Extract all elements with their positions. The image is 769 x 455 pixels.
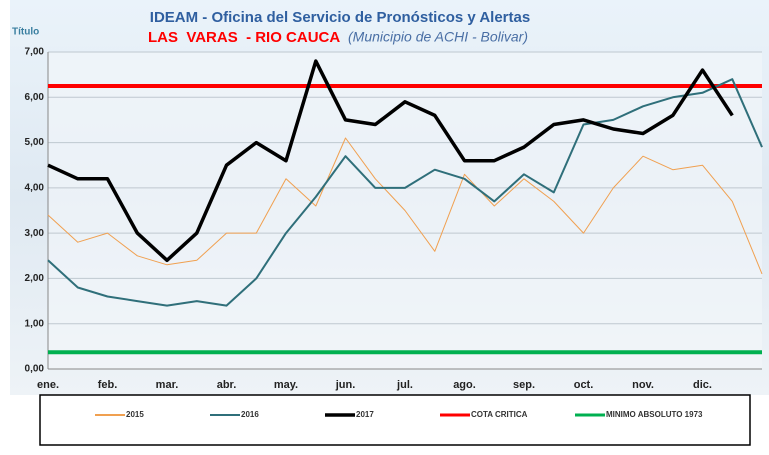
y-tick-label: 2,00 [25, 273, 45, 284]
legend-box [40, 395, 750, 445]
legend-label: COTA CRITICA [471, 410, 528, 419]
x-tick-label: ene. [37, 379, 59, 391]
y-tick-label: 3,00 [25, 228, 45, 239]
chart-subtitle: LAS VARAS - RIO CAUCA [148, 29, 340, 46]
x-tick-label: jul. [396, 379, 413, 391]
x-tick-label: may. [274, 379, 298, 391]
y-tick-label: 6,00 [25, 92, 45, 103]
y-tick-label: 1,00 [25, 318, 45, 329]
x-tick-label: oct. [574, 379, 594, 391]
x-tick-label: jun. [335, 379, 356, 391]
x-tick-label: dic. [693, 379, 712, 391]
legend-label: 2017 [356, 410, 374, 419]
legend-label: 2015 [126, 410, 144, 419]
subtitle-note: (Municipio de ACHI - Bolivar) [348, 29, 528, 45]
x-tick-label: ago. [453, 379, 476, 391]
page: {"chart_data": {"type": "line", "title":… [0, 0, 769, 450]
legend-label: MINIMO ABSOLUTO 1973 [606, 410, 703, 419]
x-tick-label: nov. [632, 379, 654, 391]
legend-label: 2016 [241, 410, 259, 419]
x-tick-label: mar. [156, 379, 179, 391]
y-tick-label: 0,00 [25, 364, 45, 375]
y-axis-label: Título [12, 27, 39, 38]
y-tick-label: 4,00 [25, 182, 45, 193]
x-tick-label: abr. [217, 379, 237, 391]
y-tick-label: 5,00 [25, 137, 45, 148]
chart-title: IDEAM - Oficina del Servicio de Pronósti… [150, 9, 530, 26]
x-tick-label: feb. [98, 379, 118, 391]
x-tick-label: sep. [513, 379, 535, 391]
y-tick-label: 7,00 [25, 47, 45, 58]
chart: IDEAM - Oficina del Servicio de Pronósti… [0, 0, 769, 450]
